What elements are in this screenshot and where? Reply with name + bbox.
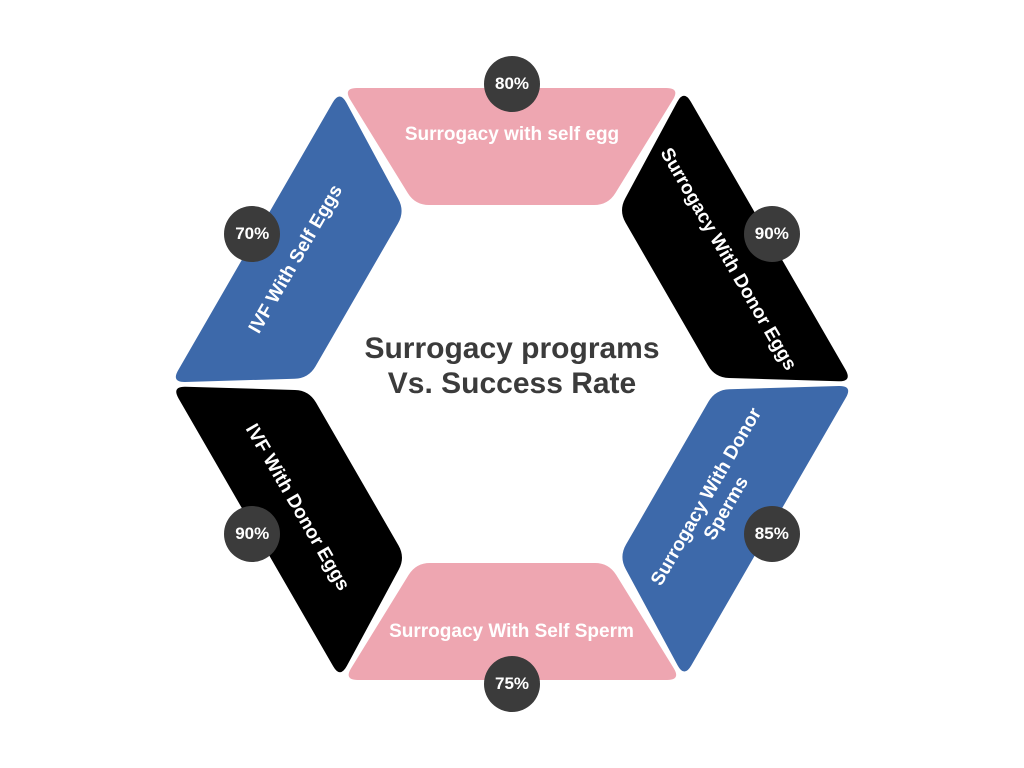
center-title: Surrogacy programs Vs. Success Rate	[346, 332, 679, 401]
